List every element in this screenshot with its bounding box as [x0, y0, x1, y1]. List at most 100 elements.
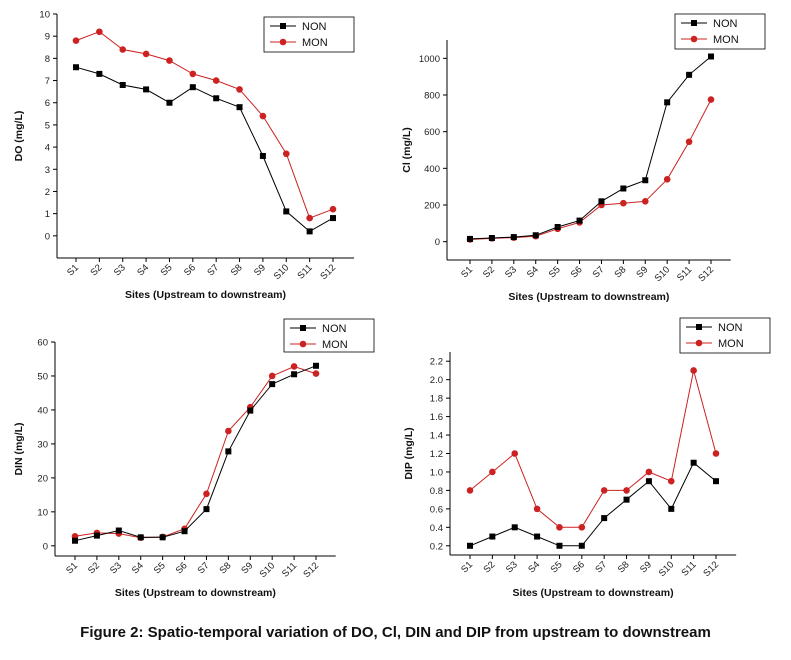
data-point-non [489, 533, 496, 540]
x-axis-title: Sites (Upstream to downstream) [508, 291, 669, 303]
data-point-non [269, 381, 276, 388]
y-tick-label: 8 [45, 54, 50, 65]
y-tick-label: 0 [45, 231, 50, 242]
data-point-non [225, 448, 232, 455]
data-point-non [291, 371, 298, 378]
y-axis-title: DIP (mg/L) [403, 427, 415, 479]
x-tick-label: S5 [547, 264, 563, 280]
legend-box [283, 318, 375, 353]
y-tick-label: 0 [43, 541, 48, 552]
data-point-non [137, 534, 144, 541]
data-point-non [601, 515, 608, 522]
y-tick-label: 0.4 [430, 523, 443, 534]
y-tick-label: 1.8 [430, 394, 443, 405]
y-tick-label: 2.0 [430, 375, 443, 386]
data-point-non [330, 215, 336, 222]
y-tick-label: 9 [45, 32, 50, 43]
data-point-non [72, 537, 78, 544]
data-point-non [119, 81, 126, 88]
x-tick-label: S5 [159, 262, 175, 278]
data-point-non [664, 99, 671, 106]
legend-label-mon: MON [713, 34, 739, 46]
data-point-mon [489, 468, 496, 476]
y-tick-label: 1000 [419, 54, 440, 65]
x-tick-label: S3 [504, 559, 520, 575]
legend: NON MON [263, 16, 355, 53]
x-tick-label: S4 [130, 560, 146, 576]
legend-box [674, 13, 766, 50]
x-tick-label: S6 [174, 560, 190, 576]
data-point-mon [236, 86, 243, 93]
y-tick-label: 1.0 [430, 467, 443, 478]
x-tick-label: S9 [239, 560, 255, 576]
x-tick-label: S6 [182, 262, 198, 278]
x-tick-label: S5 [152, 560, 168, 576]
y-tick-label: 600 [424, 127, 440, 138]
data-point-mon [690, 367, 697, 374]
y-tick-label: 2 [45, 187, 50, 198]
x-tick-label: S11 [680, 559, 699, 578]
y-axis-title: DO (mg/L) [13, 111, 25, 162]
data-point-mon [663, 176, 671, 183]
y-tick-label: 800 [424, 91, 440, 102]
x-tick-label: S4 [526, 559, 542, 575]
y-tick-label: 4 [45, 143, 50, 154]
data-point-mon [712, 450, 720, 457]
series-line-non [74, 365, 317, 542]
data-point-mon [578, 524, 586, 531]
x-tick-label: S3 [503, 264, 519, 280]
data-point-non [189, 84, 196, 91]
data-point-non [554, 224, 561, 230]
data-point-mon [96, 28, 103, 36]
data-point-mon [645, 468, 653, 476]
legend-marker-mon [279, 38, 287, 46]
data-point-non [578, 542, 585, 549]
y-tick-label: 10 [37, 507, 48, 518]
data-point-mon [707, 96, 715, 103]
legend-marker-non [300, 325, 306, 331]
y-tick-label: 0.6 [430, 504, 443, 515]
x-tick-label: S2 [86, 560, 102, 576]
legend-label-non: NON [302, 21, 327, 33]
x-tick-label: S3 [112, 262, 128, 278]
x-tick-label: S12 [318, 262, 338, 282]
data-point-non [159, 534, 166, 541]
data-point-non [576, 217, 583, 224]
x-axis-title: Sites (Upstream to downstream) [115, 587, 276, 599]
data-point-non [623, 496, 630, 503]
data-point-mon [268, 372, 276, 380]
y-tick-label: 400 [424, 164, 440, 175]
y-tick-label: 0.8 [430, 486, 443, 497]
data-point-non [511, 524, 518, 531]
data-point-mon [620, 199, 627, 207]
y-tick-label: 200 [424, 201, 440, 212]
chart-panel-1: 0 1 2 3 4 5 6 7 8 9 10 S1 S2 S3 S4 S5 S6 S7 S8 S9 S10 S11 S12 S… [13, 10, 355, 301]
x-tick-label: S7 [593, 559, 609, 575]
y-tick-label: 1 [45, 209, 50, 220]
legend-marker-mon [690, 35, 698, 43]
data-point-non [313, 362, 319, 369]
data-point-non [73, 64, 79, 71]
data-point-mon [312, 370, 320, 377]
data-point-mon [166, 57, 173, 64]
x-tick-label: S3 [108, 560, 124, 576]
data-point-mon [556, 524, 563, 531]
x-tick-label: S6 [569, 264, 585, 280]
x-tick-label: S1 [64, 560, 80, 576]
y-tick-label: 40 [37, 405, 48, 416]
y-tick-label: 50 [37, 371, 48, 382]
data-point-mon [685, 138, 693, 146]
figure-caption: Figure 2: Spatio-temporal variation of D… [80, 624, 711, 641]
y-tick-label: 30 [37, 439, 48, 450]
data-point-mon [466, 487, 474, 494]
legend-marker-mon [299, 340, 307, 348]
legend-label-mon: MON [322, 339, 348, 351]
data-point-mon [119, 46, 127, 53]
x-tick-label: S11 [675, 264, 694, 283]
data-point-mon [203, 490, 210, 498]
y-tick-label: 0.2 [430, 541, 443, 552]
legend-marker-non [280, 23, 286, 29]
series-line-mon [75, 31, 334, 219]
legend-marker-mon [695, 339, 703, 347]
